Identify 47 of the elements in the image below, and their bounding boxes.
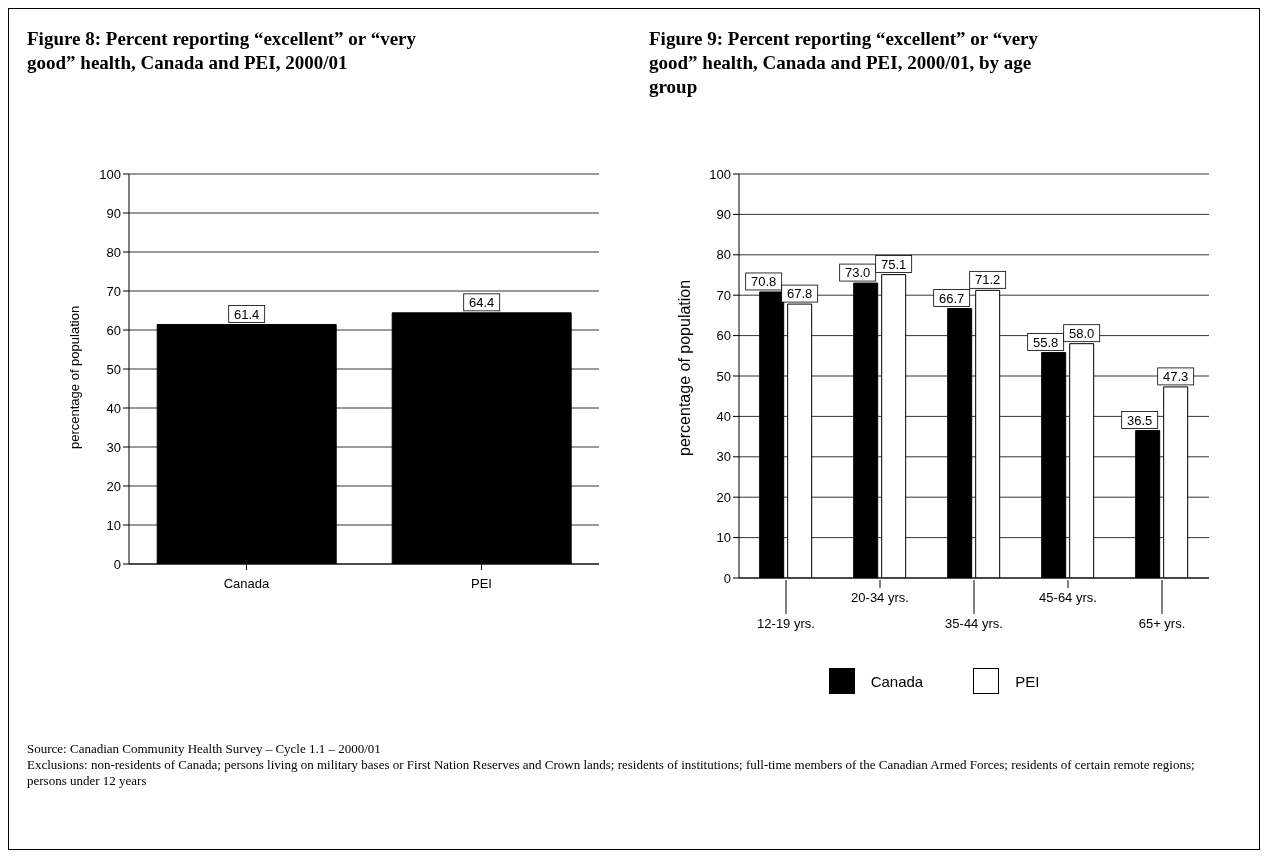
chart-title: Figure 8: Percent reporting “excellent” or “very good” health, Canada and PEI, 2000/01 (27, 27, 418, 75)
y-tick-label: 40 (106, 400, 121, 416)
data-label: 58.0 (1069, 325, 1095, 341)
y-tick-label: 30 (716, 449, 731, 465)
source-note: Source: Canadian Community Health Survey – Cycle 1.1 – 2000/01 (27, 741, 382, 757)
data-label: 36.5 (1127, 412, 1153, 428)
text: Exclusions: non-residents of Canada; persons living on military bases or First Nation Reserves and Crown lands; residents of institutions; full-time members of the Canadian Armed Forces; residents of certain remote regions; persons under 12 years (27, 757, 1196, 789)
x-tick-label: 12-19 yrs. (757, 616, 815, 631)
data-label: 66.7 (939, 290, 965, 306)
data-label: 67.8 (787, 286, 813, 302)
legend-label: Canada (869, 671, 924, 692)
x-tick-label: 20-34 yrs. (851, 590, 909, 605)
y-tick-label: 10 (106, 517, 121, 533)
chart-title: Figure 9: Percent reporting “excellent” or “very good” health, Canada and PEI, 2000/01, by age group (649, 27, 1040, 99)
y-axis-title: percentage of population (66, 305, 82, 449)
y-tick-label: 50 (106, 361, 121, 377)
y-tick-label: 20 (106, 478, 121, 494)
data-label: 64.4 (469, 294, 495, 310)
y-tick-label: 20 (716, 489, 731, 505)
legend-label: PEI (1014, 671, 1040, 692)
data-label: 71.2 (975, 272, 1001, 288)
x-tick-label: 35-44 yrs. (945, 616, 1003, 631)
y-tick-label: 100 (99, 166, 121, 182)
y-tick-label: 80 (106, 244, 121, 260)
y-tick-label: 10 (716, 530, 731, 546)
y-tick-label: 90 (716, 207, 731, 223)
x-tick-label: 65+ yrs. (1138, 616, 1186, 631)
y-tick-label: 40 (716, 409, 731, 425)
y-tick-label: 80 (716, 247, 731, 263)
y-tick-label: 70 (106, 283, 121, 299)
data-label: 73.0 (845, 265, 871, 281)
y-tick-label: 100 (709, 166, 731, 182)
y-tick-label: 0 (723, 570, 731, 586)
y-tick-label: 70 (716, 287, 731, 303)
y-tick-label: 0 (113, 556, 121, 572)
y-axis-title: percentage of population (675, 279, 693, 456)
y-tick-label: 60 (716, 328, 731, 344)
data-label: 61.4 (234, 306, 260, 322)
data-label: 75.1 (881, 256, 907, 272)
y-tick-label: 90 (106, 205, 121, 221)
data-label: 47.3 (1163, 368, 1189, 384)
data-label: 70.8 (751, 273, 777, 289)
y-tick-label: 30 (106, 439, 121, 455)
y-tick-label: 60 (106, 322, 121, 338)
y-tick-label: 50 (716, 368, 731, 384)
x-tick-label: 45-64 yrs. (1039, 590, 1097, 605)
data-label: 55.8 (1033, 334, 1059, 350)
